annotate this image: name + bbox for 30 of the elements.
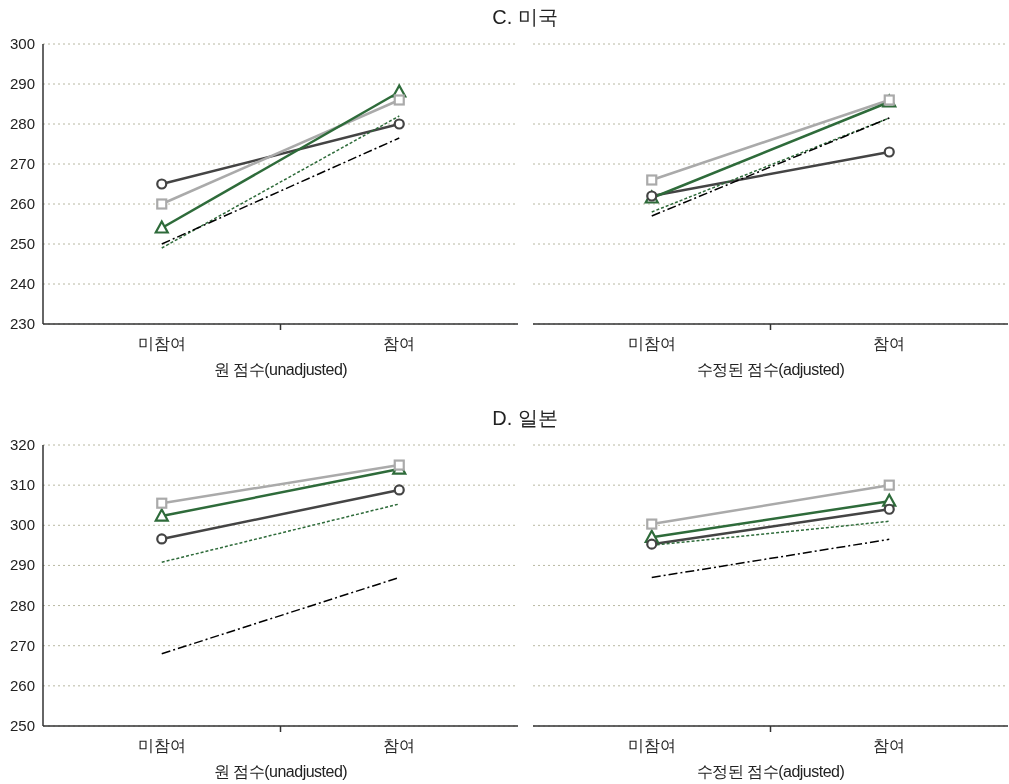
x-tick-label: 미참여 [627, 335, 676, 352]
y-tick-label: 230 [9, 315, 35, 332]
x-axis-title: 원 점수(unadjusted) [213, 763, 348, 780]
y-tick-label: 290 [9, 556, 35, 574]
y-tick-label: 290 [9, 75, 35, 92]
y-tick-label: 280 [9, 115, 35, 132]
y-tick-label: 310 [9, 476, 35, 494]
x-axis-title: 수정된 점수(adjusted) [696, 361, 845, 378]
x-tick-label: 참여 [873, 335, 906, 352]
x-tick-label: 참여 [873, 737, 906, 754]
x-axis-title: 수정된 점수(adjusted) [696, 763, 845, 780]
y-tick-label: 250 [9, 717, 35, 734]
chart-title: D. 일본 [492, 407, 558, 429]
x-tick-label: 미참여 [137, 737, 186, 754]
y-tick-label: 240 [9, 275, 35, 292]
y-tick-label: 270 [9, 155, 35, 172]
y-tick-label: 300 [9, 516, 35, 534]
x-tick-label: 참여 [383, 335, 416, 352]
y-tick-label: 260 [9, 195, 35, 212]
x-axis-title: 원 점수(unadjusted) [213, 361, 348, 378]
y-tick-label: 280 [9, 596, 35, 614]
x-tick-label: 미참여 [137, 335, 186, 352]
x-tick-label: 미참여 [627, 737, 676, 754]
y-tick-label: 270 [9, 636, 35, 654]
chart-title: C. 미국 [492, 6, 558, 28]
y-tick-label: 260 [9, 676, 35, 694]
y-tick-label: 300 [9, 35, 35, 52]
y-tick-label: 250 [9, 235, 35, 252]
x-tick-label: 참여 [383, 737, 416, 754]
y-tick-label: 320 [9, 436, 35, 453]
